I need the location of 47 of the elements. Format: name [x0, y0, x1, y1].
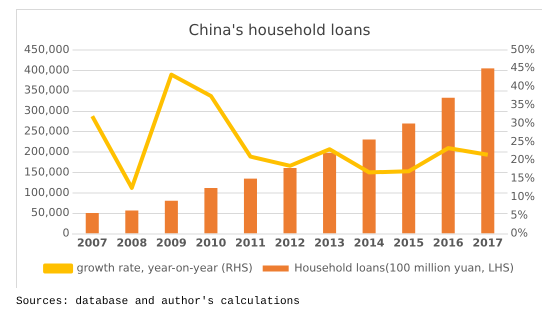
- y-tick-label: 200,000: [24, 144, 70, 158]
- bar: [86, 212, 99, 234]
- y-tick-label: 300,000: [24, 104, 70, 118]
- source-note: Sources: database and author's calculations: [16, 296, 300, 308]
- x-tick-label: 2016: [432, 236, 464, 250]
- bar: [204, 188, 218, 234]
- x-tick-label: 2010: [196, 236, 227, 250]
- bar: [244, 178, 257, 234]
- y2-tick-label: 35%: [510, 98, 536, 111]
- y2-tick-label: 30%: [510, 116, 536, 130]
- x-tick-label: 2008: [116, 236, 148, 250]
- bar: [442, 98, 455, 234]
- y-tick-label: 150,000: [24, 165, 70, 178]
- x-tick-label: 2014: [354, 236, 385, 250]
- y2-tick-label: 10%: [510, 190, 536, 203]
- y2-tick-label: 0%: [510, 226, 528, 240]
- y-tick-label: 250,000: [24, 124, 70, 138]
- bar: [362, 139, 376, 234]
- bar: [481, 68, 494, 234]
- legend-label: growth rate, year-on-year (RHS): [76, 261, 253, 274]
- y-tick-label: 400,000: [24, 63, 70, 76]
- y-tick-label: 50,000: [30, 206, 70, 220]
- y2-tick-label: 15%: [510, 172, 536, 185]
- y-tick-label: 350,000: [24, 84, 70, 97]
- x-tick-label: 2015: [393, 236, 424, 250]
- y2-tick-label: 25%: [510, 134, 536, 148]
- chart-title: China's household loans: [188, 20, 371, 39]
- y-tick-label: 0: [62, 226, 70, 240]
- y2-tick-label: 20%: [510, 153, 536, 166]
- x-tick-label: 2009: [156, 236, 187, 250]
- bar: [323, 152, 336, 234]
- bar: [125, 210, 138, 234]
- x-tick-label: 2012: [274, 236, 306, 250]
- y-tick-label: 100,000: [24, 186, 70, 199]
- y-tick-label: 450,000: [24, 42, 70, 56]
- bar: [402, 124, 416, 234]
- y2-tick-label: 45%: [510, 61, 536, 74]
- x-tick-label: 2017: [472, 236, 504, 250]
- bar: [283, 168, 297, 234]
- bar: [164, 200, 178, 234]
- x-tick-label: 2007: [76, 236, 108, 250]
- legend-label: Household loans(100 million yuan, LHS): [294, 261, 514, 274]
- y2-tick-label: 5%: [510, 208, 528, 222]
- y2-tick-label: 50%: [510, 42, 536, 56]
- y2-tick-label: 40%: [510, 80, 536, 93]
- x-tick-label: 2013: [314, 236, 345, 250]
- x-tick-label: 2011: [235, 236, 266, 250]
